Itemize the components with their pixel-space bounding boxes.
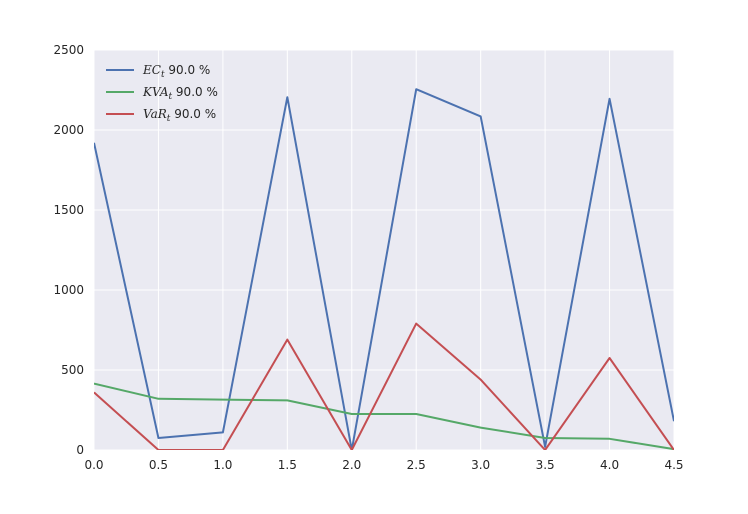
- x-tick-label: 4.5: [664, 458, 683, 472]
- series-line-2: [94, 322, 674, 450]
- x-tick-label: 0.5: [149, 458, 168, 472]
- grid: [93, 49, 675, 451]
- x-axis-ticks: 0.0 0.5 1.0 1.5 2.0 2.5 3.0 3.5 4.0 4.5: [84, 458, 683, 472]
- y-axis-ticks: 0 500 1000 1500 2000 2500: [53, 43, 84, 457]
- x-tick-label: 3.5: [536, 458, 555, 472]
- series-lines: [94, 88, 674, 450]
- y-tick-label: 1500: [53, 203, 84, 217]
- legend-item-1: KVAt 90.0 %: [106, 85, 218, 102]
- series-line-1: [94, 382, 674, 450]
- legend-item-2: VaRt 90.0 %: [106, 107, 216, 124]
- legend-label: KVAt 90.0 %: [142, 85, 218, 102]
- series-line-0: [94, 88, 674, 450]
- y-tick-label: 1000: [53, 283, 84, 297]
- y-tick-label: 500: [61, 363, 84, 377]
- legend: ECt 90.0 % KVAt 90.0 % VaRt 90.0 %: [106, 63, 218, 124]
- legend-label: VaRt 90.0 %: [143, 107, 216, 124]
- plot-background: [94, 50, 674, 450]
- legend-item-0: ECt 90.0 %: [106, 63, 210, 80]
- y-tick-label: 2500: [53, 43, 84, 57]
- y-tick-label: 0: [76, 443, 84, 457]
- x-tick-label: 0.0: [84, 458, 103, 472]
- x-tick-label: 1.0: [213, 458, 232, 472]
- x-tick-label: 3.0: [471, 458, 490, 472]
- y-tick-label: 2000: [53, 123, 84, 137]
- x-tick-label: 4.0: [600, 458, 619, 472]
- legend-label: ECt 90.0 %: [142, 63, 210, 80]
- x-tick-label: 1.5: [278, 458, 297, 472]
- x-tick-label: 2.5: [407, 458, 426, 472]
- x-tick-label: 2.0: [342, 458, 361, 472]
